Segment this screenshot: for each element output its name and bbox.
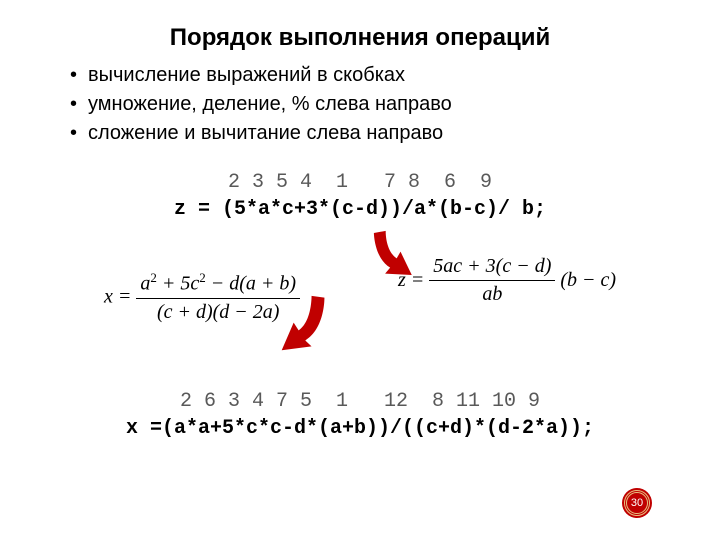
formula-lhs: x = — [104, 285, 136, 307]
code-expression-2: x =(a*a+5*c*c-d*(a+b))/((c+d)*(d-2*a)); — [0, 417, 720, 440]
page-number: 30 — [631, 497, 643, 509]
page-title: Порядок выполнения операций — [0, 24, 720, 52]
denominator: ab — [429, 281, 555, 306]
curved-arrow-icon — [368, 225, 433, 283]
bullet-text: вычисление выражений в скобках — [88, 64, 405, 86]
code-expression-1: z = (5*a*c+3*(c-d))/a*(b-c)/ b; — [0, 198, 720, 221]
curved-arrow-icon — [265, 290, 335, 365]
eval-order-1: 2 3 5 4 1 7 8 6 9 — [0, 171, 720, 194]
fraction: 5ac + 3(c − d) ab — [429, 255, 555, 306]
numerator: 5ac + 3(c − d) — [429, 255, 555, 281]
formula-trail: (b − c) — [555, 269, 616, 291]
bullet-item: сложение и вычитание слева направо — [70, 122, 452, 145]
eval-order-2: 2 6 3 4 7 5 1 12 8 11 10 9 — [0, 390, 720, 413]
bullet-item: умножение, деление, % слева направо — [70, 93, 452, 116]
page-number-badge: 30 — [622, 488, 652, 518]
bullet-item: вычисление выражений в скобках — [70, 64, 452, 87]
bullet-list: вычисление выражений в скобках умножение… — [70, 64, 452, 151]
bullet-text: умножение, деление, % слева направо — [88, 93, 452, 115]
bullet-text: сложение и вычитание слева направо — [88, 122, 443, 144]
slide: Порядок выполнения операций вычисление в… — [0, 0, 720, 540]
